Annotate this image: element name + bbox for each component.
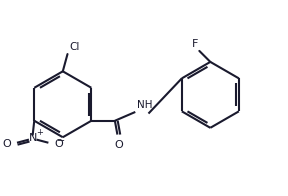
Text: −: − [57, 136, 65, 146]
Text: O: O [115, 140, 123, 150]
Text: NH: NH [137, 100, 152, 110]
Text: O: O [55, 139, 63, 149]
Text: N: N [29, 133, 37, 143]
Text: O: O [2, 139, 11, 149]
Text: F: F [192, 39, 198, 49]
Text: +: + [36, 128, 43, 137]
Text: Cl: Cl [69, 43, 79, 53]
